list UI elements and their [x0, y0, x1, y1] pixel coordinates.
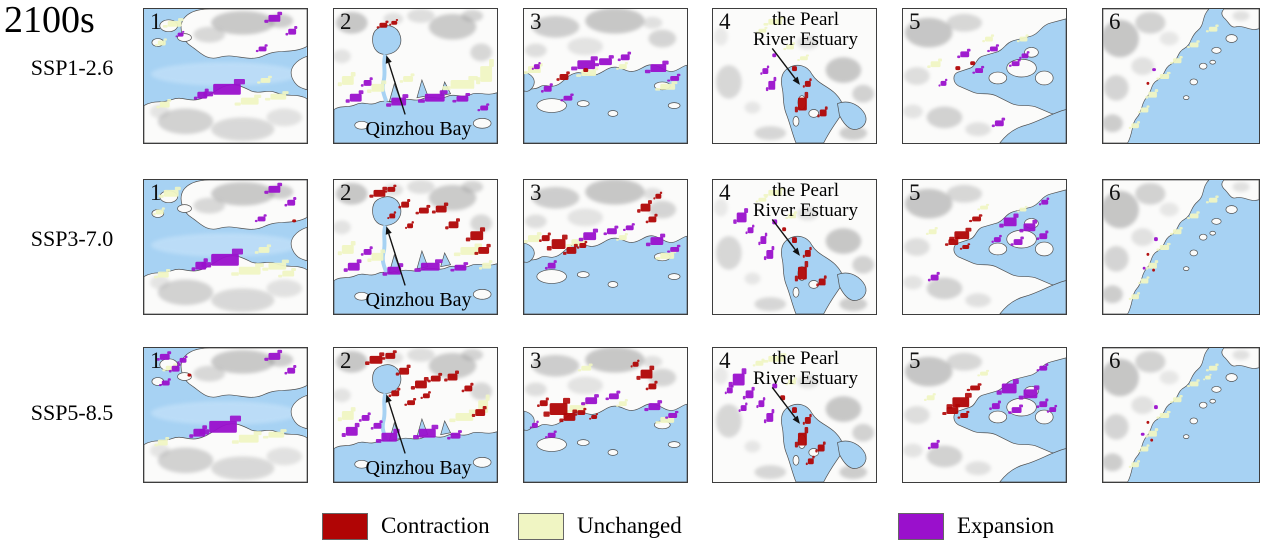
map-canvas [524, 348, 687, 482]
map-canvas [903, 180, 1066, 314]
legend-swatch-expansion [898, 512, 944, 540]
legend-swatch-unchanged [518, 512, 564, 540]
legend-label-contraction: Contraction [381, 513, 490, 538]
map-panel-row2-col1: 1 [143, 179, 308, 315]
map-panel-row3-col3: 3 [523, 347, 688, 483]
panel-number: 2 [340, 9, 352, 34]
annotation-qinzhou-bay: Qinzhou Bay [365, 289, 472, 311]
map-canvas [1103, 9, 1259, 143]
map-panel-row3-col2: 2 Qinzhou Bay [333, 347, 498, 483]
annotation-line-2: River Estuary [752, 199, 858, 221]
map-canvas [524, 9, 687, 143]
panel-number: 4 [719, 348, 731, 373]
annotation-pearl-river-estuary: the Pearl River Estuary [737, 349, 874, 389]
map-panel-row2-col3: 3 [523, 179, 688, 315]
row-label-scenario-3: SSP5-8.5 [30, 400, 114, 425]
map-canvas [713, 348, 876, 482]
panel-number: 1 [150, 9, 162, 34]
figure-title: 2100s [4, 0, 95, 41]
panel-number: 4 [719, 180, 731, 205]
legend-item-expansion: Expansion [898, 511, 1054, 541]
map-panel-row3-col4: 4 the Pearl River Estuary [712, 347, 877, 483]
panel-number: 3 [530, 9, 542, 34]
annotation-line-1: the Pearl [771, 9, 839, 30]
annotation-pearl-river-estuary: the Pearl River Estuary [737, 10, 874, 50]
annotation-line-2: River Estuary [752, 28, 858, 50]
map-canvas [524, 180, 687, 314]
panel-number: 6 [1109, 348, 1121, 373]
row-label-scenario-2: SSP3-7.0 [30, 226, 114, 251]
panel-number: 1 [150, 180, 162, 205]
panel-number: 4 [719, 9, 731, 34]
map-panel-row3-col5: 5 [902, 347, 1067, 483]
map-panel-row3-col1: 1 [143, 347, 308, 483]
map-panel-row2-col5: 5 [902, 179, 1067, 315]
legend: Contraction Unchanged Expansion [0, 511, 1269, 543]
map-panel-row1-col5: 5 [902, 8, 1067, 144]
panel-number: 3 [530, 348, 542, 373]
map-panel-row3-col6: 6 [1102, 347, 1260, 483]
map-canvas [903, 9, 1066, 143]
legend-item-unchanged: Unchanged [518, 511, 682, 541]
annotation-qinzhou-bay: Qinzhou Bay [365, 457, 472, 479]
panel-number: 5 [909, 348, 921, 373]
map-canvas [903, 348, 1066, 482]
map-canvas [144, 9, 307, 143]
legend-swatch-contraction [322, 512, 368, 540]
panel-number: 5 [909, 9, 921, 34]
panel-number: 2 [340, 348, 352, 373]
legend-item-contraction: Contraction [322, 511, 490, 541]
map-canvas [144, 348, 307, 482]
annotation-line-1: the Pearl [771, 348, 839, 369]
map-panel-row2-col4: 4 the Pearl River Estuary [712, 179, 877, 315]
map-canvas [1103, 348, 1259, 482]
annotation-line-2: River Estuary [752, 367, 858, 389]
panel-number: 1 [150, 348, 162, 373]
map-canvas [713, 180, 876, 314]
row-label-scenario-1: SSP1-2.6 [30, 55, 114, 80]
map-panel-row2-col2: 2 Qinzhou Bay [333, 179, 498, 315]
map-canvas [334, 180, 497, 314]
panel-number: 3 [530, 180, 542, 205]
map-panel-row1-col3: 3 [523, 8, 688, 144]
map-panel-row1-col6: 6 [1102, 8, 1260, 144]
map-panel-row1-col4: 4 the Pearl River Estuary [712, 8, 877, 144]
annotation-pearl-river-estuary: the Pearl River Estuary [737, 181, 874, 221]
panel-number: 6 [1109, 9, 1121, 34]
map-panel-row1-col1: 1 [143, 8, 308, 144]
legend-label-unchanged: Unchanged [577, 513, 682, 538]
annotation-qinzhou-bay: Qinzhou Bay [365, 118, 472, 140]
map-canvas [334, 348, 497, 482]
map-canvas [713, 9, 876, 143]
panel-number: 2 [340, 180, 352, 205]
annotation-line-1: the Pearl [771, 180, 839, 201]
legend-label-expansion: Expansion [957, 513, 1055, 538]
map-panel-row1-col2: 2 Qinzhou Bay [333, 8, 498, 144]
map-canvas [1103, 180, 1259, 314]
map-canvas [334, 9, 497, 143]
map-canvas [144, 180, 307, 314]
map-panel-row2-col6: 6 [1102, 179, 1260, 315]
panel-number: 6 [1109, 180, 1121, 205]
panel-number: 5 [909, 180, 921, 205]
